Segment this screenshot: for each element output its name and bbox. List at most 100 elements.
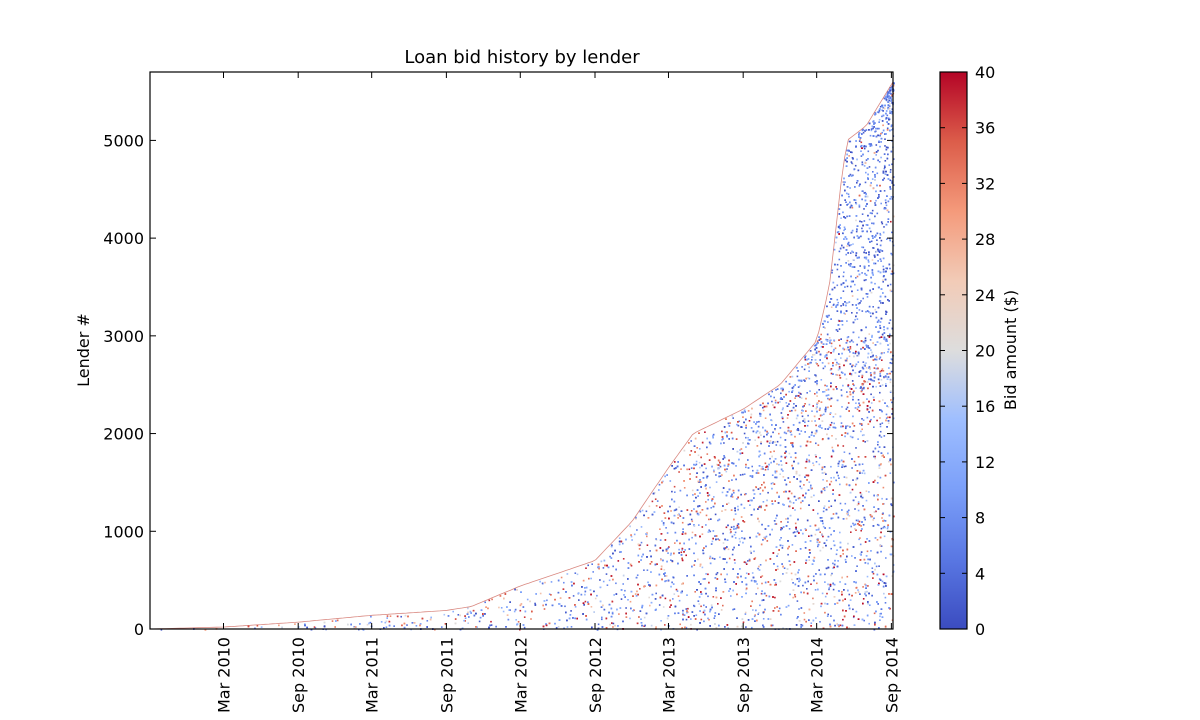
bid-point [884,145,886,147]
bid-point [875,144,878,146]
bid-point [846,215,848,218]
bid-point [625,607,627,609]
bid-point [802,584,804,587]
bid-point [865,224,868,226]
bid-point [846,406,849,409]
bid-point [602,567,605,569]
bid-point [663,569,666,571]
bid-point [669,554,672,556]
bid-point [842,445,845,447]
bid-point [576,573,579,576]
bid-point [687,607,689,610]
bid-point [781,544,784,547]
bid-point [852,341,855,343]
bid-point [851,295,854,297]
bid-point [884,596,887,599]
bid-point [829,293,831,296]
bid-point [848,140,851,143]
bid-point [804,355,807,357]
bid-point [814,420,816,422]
bid-point [629,600,632,603]
bid-point [885,110,888,112]
bid-point [639,544,642,546]
bid-point [807,414,809,417]
bid-point [640,618,642,620]
bid-point [820,333,822,336]
bid-point [707,617,709,620]
bid-point [675,588,678,591]
bid-point [838,366,841,368]
bid-point [876,482,879,484]
bid-point [872,306,874,308]
bid-point [838,250,841,253]
bid-point [888,99,890,102]
bid-point [815,442,817,445]
bid-point [823,390,826,393]
bid-point [707,573,709,576]
bid-point [812,405,814,407]
bid-point [875,355,877,357]
bid-point [807,420,810,422]
bid-point [864,337,867,339]
bid-point [832,513,835,515]
bid-point [683,487,686,489]
bid-point [774,596,776,599]
bid-point [788,528,791,530]
bid-point [742,473,744,476]
bid-point [584,600,587,603]
bid-point [879,619,881,621]
bid-point [862,387,864,390]
bid-point [859,138,861,141]
bid-point [713,470,715,473]
bid-point [887,92,889,95]
bid-point [887,96,889,99]
bid-point [890,370,893,373]
bid-point [831,572,833,575]
bid-point [426,620,429,622]
bid-point [886,127,889,130]
bid-point [846,391,848,393]
bid-point [861,434,864,437]
bid-point [160,629,163,631]
bid-point [415,625,418,627]
bid-point [849,252,852,254]
bid-point [834,413,837,415]
bid-point [857,509,860,512]
bid-point [744,561,747,564]
bid-point [790,456,792,458]
bid-point [889,102,891,105]
bid-point [744,611,747,614]
bid-point [829,585,832,587]
bid-point [796,617,798,620]
bid-point [774,472,777,474]
bid-point [890,124,893,126]
bid-point [824,356,826,358]
bid-point [871,222,873,225]
bid-point [622,558,625,560]
bid-point [826,339,829,341]
bid-point [730,526,733,528]
bid-point [889,381,892,384]
bid-point [745,588,747,591]
bid-point [842,303,844,305]
bid-point [769,457,771,460]
bid-point [797,497,800,500]
bid-point [884,526,886,529]
bid-point [821,592,824,595]
bid-point [630,535,633,538]
bid-point [761,599,763,602]
bid-point [891,140,893,142]
bid-point [831,435,833,437]
bid-point [691,520,694,523]
bid-point [797,429,800,432]
bid-point [574,572,577,574]
bid-point [851,151,853,154]
bid-point [648,505,651,508]
bid-point [753,581,756,583]
bid-point [862,382,865,385]
bid-point [705,501,707,503]
bid-point [879,615,881,618]
bid-point [676,590,679,592]
bid-point [698,603,701,605]
bid-point [765,594,768,597]
